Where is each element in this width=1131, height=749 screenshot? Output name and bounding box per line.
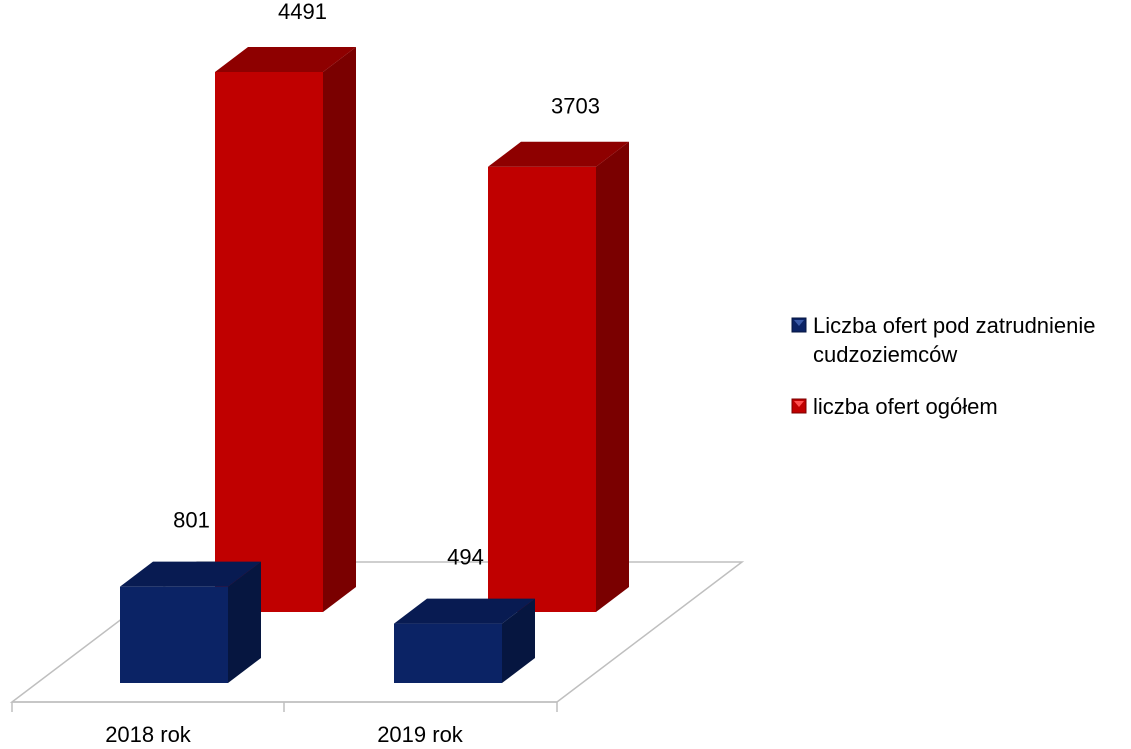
- value-labels: 4491 3703 801 494: [173, 0, 600, 570]
- bar-front: [215, 72, 323, 612]
- bar-3d: [488, 141, 629, 612]
- data-label: 3703: [551, 94, 600, 119]
- bar-front: [394, 623, 502, 683]
- bar-front: [488, 166, 596, 612]
- bar-front: [120, 586, 228, 683]
- legend-swatch-bevel: [794, 320, 804, 326]
- bar-3d: [215, 47, 356, 612]
- bar-3d: [394, 598, 535, 683]
- data-label: 801: [173, 508, 210, 533]
- legend: Liczba ofert pod zatrudnienie cudzoziemc…: [791, 313, 1096, 419]
- legend-label: Liczba ofert pod zatrudnienie: [813, 313, 1096, 338]
- x-tick-label: 2018 rok: [105, 722, 192, 747]
- legend-label: cudzoziemców: [813, 342, 957, 367]
- legend-swatch-bevel: [794, 401, 804, 407]
- bar-top: [394, 598, 535, 624]
- bar-3d: [120, 561, 261, 683]
- bar-side: [323, 47, 356, 612]
- legend-label: liczba ofert ogółem: [813, 394, 998, 419]
- legend-item: liczba ofert ogółem: [791, 394, 998, 419]
- bar-top: [488, 141, 629, 167]
- data-label: 4491: [278, 0, 327, 24]
- x-tick-label: 2019 rok: [377, 722, 464, 747]
- bar-top: [215, 47, 356, 72]
- bar-side: [228, 561, 261, 683]
- bar-top: [120, 561, 261, 587]
- data-label: 494: [447, 545, 484, 570]
- x-axis: 2018 rok 2019 rok: [105, 722, 464, 747]
- bar-side: [502, 598, 535, 683]
- bars: [120, 47, 629, 683]
- bar-side: [596, 141, 629, 612]
- legend-item: Liczba ofert pod zatrudnienie cudzoziemc…: [791, 313, 1096, 367]
